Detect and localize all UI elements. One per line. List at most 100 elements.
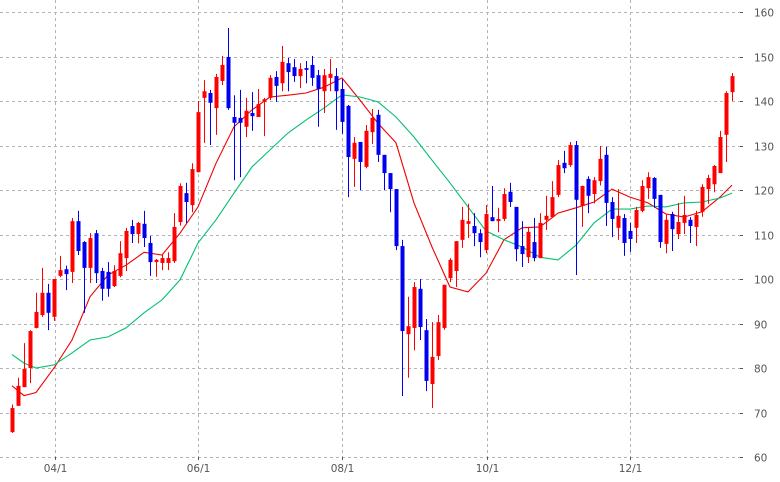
candle-body: [202, 91, 207, 98]
candle-up: [544, 195, 549, 231]
candle-down: [226, 28, 231, 110]
y-tick-label: 70: [754, 409, 767, 421]
candle-up: [502, 188, 507, 222]
candle-body: [178, 185, 183, 223]
candle-up: [460, 206, 465, 248]
candle-down: [628, 222, 633, 252]
candle-up: [712, 165, 717, 193]
candle-down: [106, 262, 111, 297]
candle-body: [712, 165, 717, 185]
candle-body: [718, 137, 723, 174]
candle-body: [376, 114, 381, 155]
candle-body: [166, 258, 171, 263]
candle-down: [562, 150, 567, 174]
candle-body: [160, 258, 165, 263]
grid: [0, 0, 743, 460]
candle-up: [202, 80, 207, 143]
candle-down: [604, 146, 609, 227]
candle-down: [148, 235, 153, 276]
candle-body: [538, 222, 543, 259]
candle-up: [280, 45, 285, 92]
candle-body: [148, 242, 153, 263]
candle-body: [196, 112, 201, 173]
candle-down: [478, 229, 483, 258]
candle-body: [52, 279, 57, 317]
candle-down: [232, 95, 237, 181]
candle-body: [496, 218, 501, 222]
candle-down: [388, 173, 393, 213]
candle-body: [616, 215, 621, 228]
candle-body: [340, 88, 345, 122]
candle-up: [112, 265, 117, 288]
candle-body: [268, 77, 273, 98]
candle-up: [706, 174, 711, 204]
candle-body: [184, 193, 189, 203]
candle-body: [64, 269, 69, 275]
candle-body: [514, 206, 519, 250]
candle-up: [526, 226, 531, 263]
candle-up: [718, 130, 723, 174]
candle-body: [34, 311, 39, 328]
candle-body: [382, 154, 387, 174]
x-tick-label: 06/1: [187, 463, 211, 475]
candle-body: [400, 246, 405, 332]
candle-up: [592, 177, 597, 204]
candle-up: [118, 241, 123, 278]
candle-up: [124, 227, 129, 271]
candle-body: [460, 219, 465, 240]
candle-down: [346, 105, 351, 198]
candle-down: [472, 213, 477, 247]
candle-up: [364, 125, 369, 169]
candle-body: [76, 221, 81, 251]
candle-body: [280, 61, 285, 84]
candle-down: [400, 239, 405, 397]
candle-body: [316, 75, 321, 89]
candle-down: [238, 89, 243, 178]
candle-body: [88, 238, 93, 268]
candle-body: [286, 63, 291, 73]
candle-body: [352, 142, 357, 159]
candle-up: [328, 59, 333, 92]
candle-up: [214, 73, 219, 135]
candle-body: [304, 68, 309, 70]
candle-body: [484, 214, 489, 251]
candle-body: [82, 242, 87, 268]
candle-down: [574, 141, 579, 275]
axis-labels: 60 70 80 90 100 110 120 130 140 150 160 04/1 06/1 08/…: [44, 8, 774, 476]
candle-down: [586, 176, 591, 214]
candle-up: [484, 205, 489, 254]
candle-up: [568, 141, 573, 167]
candle-body: [664, 219, 669, 244]
candle-body: [112, 270, 117, 287]
candle-body: [610, 202, 615, 219]
candle-down: [334, 68, 339, 130]
candle-up: [724, 91, 729, 162]
candle-down: [274, 71, 279, 102]
candle-up: [34, 292, 39, 329]
candle-up: [694, 210, 699, 247]
candle-body: [412, 287, 417, 328]
candle-body: [58, 270, 63, 276]
y-tick-label: 60: [754, 453, 767, 465]
candle-body: [586, 178, 591, 196]
candle-body: [346, 105, 351, 158]
ma-short-line: [11, 77, 733, 397]
candle-down: [358, 141, 363, 190]
ma-long-line: [11, 94, 733, 369]
candle-body: [640, 185, 645, 211]
y-tick-label: 90: [754, 320, 767, 332]
candle-down: [490, 185, 495, 222]
candle-up: [454, 241, 459, 288]
candle-body: [544, 215, 549, 220]
candle-down: [520, 221, 525, 267]
candles: [10, 28, 735, 433]
candle-up: [496, 207, 501, 233]
candle-down: [184, 182, 189, 223]
candle-up: [262, 97, 267, 137]
candle-down: [100, 267, 105, 301]
candle-body: [310, 64, 315, 78]
candle-body: [526, 231, 531, 258]
candle-body: [370, 117, 375, 133]
candle-body: [208, 92, 213, 103]
